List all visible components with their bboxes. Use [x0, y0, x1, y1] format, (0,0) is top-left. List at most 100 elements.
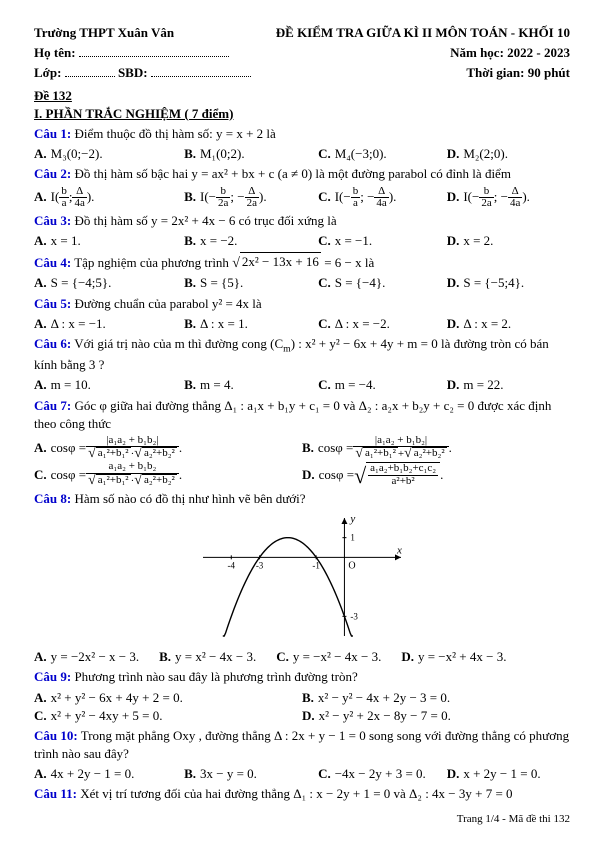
q5-D[interactable]: D.Δ : x = 2. [447, 315, 570, 333]
q5-A[interactable]: A.Δ : x = −1. [34, 315, 184, 333]
svg-text:y: y [349, 513, 355, 525]
sbd-label: SBD: [118, 65, 151, 80]
question-4: Câu 4: Tập nghiệm của phương trình √2x² … [34, 252, 570, 272]
q2-label: Câu 2: [34, 166, 71, 181]
q4-options: A.S = {−4;5}. B.S = {5}. C.S = {−4}. D.S… [34, 274, 570, 292]
q7-options: A. cosφ = |a₁a₂ + b₁b₂|√a₁²+b₁²·√a₂²+b₂²… [34, 435, 570, 488]
q8-chart: -4-3-1-31Oxy [197, 512, 407, 642]
question-1: Câu 1: Điểm thuộc đồ thị hàm số: y = x +… [34, 125, 570, 143]
q9-C[interactable]: C.x² + y² − 4xy + 5 = 0. [34, 707, 302, 725]
q1-text: Điểm thuộc đồ thị hàm số: y = x + 2 là [71, 126, 276, 141]
q2-options: A. I(ba; Δ4a). B. I(−b2a; −Δ2a). C. I(−b… [34, 186, 570, 210]
q3-D[interactable]: D.x = 2. [447, 232, 570, 250]
name-label: Họ tên: [34, 45, 79, 60]
q4-D[interactable]: D.S = {−5;4}. [447, 274, 570, 292]
q11-label: Câu 11: [34, 786, 77, 801]
q9-label: Câu 9: [34, 669, 71, 684]
q7-label: Câu 7: [34, 398, 71, 413]
q1-C[interactable]: C.M₄(−3;0). [318, 145, 447, 163]
question-8: Câu 8: Hàm số nào có đồ thị như hình vẽ … [34, 490, 570, 508]
q4-A[interactable]: A.S = {−4;5}. [34, 274, 184, 292]
q6-C[interactable]: C.m = −4. [318, 376, 447, 394]
q3-text: Đồ thị hàm số y = 2x² + 4x − 6 có trục đ… [71, 213, 336, 228]
school-name: Trường THPT Xuân Vân [34, 24, 270, 42]
q5-C[interactable]: C.Δ : x = −2. [318, 315, 447, 333]
svg-text:-4: -4 [228, 561, 236, 571]
q6-B[interactable]: B.m = 4. [184, 376, 318, 394]
q5-B[interactable]: B.Δ : x = 1. [184, 315, 318, 333]
question-5: Câu 5: Đường chuẩn của parabol y² = 4x l… [34, 295, 570, 313]
q1-A[interactable]: A.M₃(0;−2). [34, 145, 184, 163]
q3-A[interactable]: A.x = 1. [34, 232, 184, 250]
q5-label: Câu 5: [34, 296, 71, 311]
svg-text:O: O [348, 561, 355, 572]
q2-B[interactable]: B. I(−b2a; −Δ2a). [184, 186, 318, 210]
question-11: Câu 11: Xét vị trí tương đối của hai đườ… [34, 785, 570, 803]
q7-B[interactable]: B. cosφ = |a₁a₂ + b₁b₂|√a₁²+b₁²+√a₂²+b₂²… [302, 435, 570, 462]
q9-D[interactable]: D.x² − y² + 2x − 8y − 7 = 0. [302, 707, 570, 725]
q10-A[interactable]: A.4x + 2y − 1 = 0. [34, 765, 184, 783]
exam-code: Đề 132 [34, 87, 570, 105]
class-label: Lớp: [34, 65, 65, 80]
q3-label: Câu 3: [34, 213, 71, 228]
time-label: Thời gian: 90 phút [270, 64, 570, 82]
q7-A[interactable]: A. cosφ = |a₁a₂ + b₁b₂|√a₁²+b₁²·√a₂²+b₂²… [34, 435, 302, 462]
q3-B[interactable]: B.x = −2. [184, 232, 318, 250]
q4-C[interactable]: C.S = {−4}. [318, 274, 447, 292]
page-footer: Trang 1/4 - Mã đề thi 132 [34, 812, 570, 827]
q1-D[interactable]: D.M₂(2;0). [447, 145, 570, 163]
q5-text: Đường chuẩn của parabol y² = 4x là [71, 296, 261, 311]
q3-C[interactable]: C.x = −1. [318, 232, 447, 250]
q4-B[interactable]: B.S = {5}. [184, 274, 318, 292]
question-10: Câu 10: Trong mặt phẳng Oxy , đường thẳn… [34, 727, 570, 763]
q1-B[interactable]: B.M₁(0;2). [184, 145, 318, 163]
q10-text: Trong mặt phẳng Oxy , đường thẳng Δ : 2x… [34, 728, 569, 761]
q6-label: Câu 6: [34, 336, 71, 351]
section-title: I. PHẦN TRẮC NGHIỆM ( 7 điểm) [34, 105, 570, 123]
q8-C[interactable]: C.y = −x² − 4x − 3. [276, 648, 381, 666]
question-6: Câu 6: Với giá trị nào của m thì đường c… [34, 335, 570, 374]
q2-A[interactable]: A. I(ba; Δ4a). [34, 186, 184, 210]
q9-B[interactable]: B.x² − y² − 4x + 2y − 3 = 0. [302, 689, 570, 707]
q4-label: Câu 4: [34, 255, 71, 270]
q7-D[interactable]: D. cosφ = √a₁a₂+b₁b₂+c₁c₂a²+b² . [302, 461, 570, 488]
q2-C[interactable]: C. I(−ba; −Δ4a). [318, 186, 447, 210]
svg-text:1: 1 [350, 533, 355, 543]
q8-label: Câu 8: [34, 491, 71, 506]
q9-text: Phương trình nào sau đây là phương trình… [71, 669, 358, 684]
header: Trường THPT Xuân Vân ĐỀ KIỂM TRA GIỮA KÌ… [34, 24, 570, 83]
q8-text: Hàm số nào có đồ thị như hình vẽ bên dướ… [71, 491, 305, 506]
q8-A[interactable]: A.y = −2x² − x − 3. [34, 648, 139, 666]
q6-A[interactable]: A.m = 10. [34, 376, 184, 394]
q2-D[interactable]: D. I(−b2a; −Δ4a). [447, 186, 570, 210]
year-label: Năm học: 2022 - 2023 [270, 44, 570, 62]
question-7: Câu 7: Góc φ giữa hai đường thẳng Δ₁ : a… [34, 397, 570, 433]
q10-D[interactable]: D.x + 2y − 1 = 0. [447, 765, 570, 783]
q10-B[interactable]: B.3x − y = 0. [184, 765, 318, 783]
q8-options: A.y = −2x² − x − 3. B.y = x² − 4x − 3. C… [34, 648, 570, 666]
q6-options: A.m = 10. B.m = 4. C.m = −4. D.m = 22. [34, 376, 570, 394]
svg-text:x: x [396, 545, 402, 557]
name-field[interactable] [79, 56, 229, 57]
q7-text: Góc φ giữa hai đường thẳng Δ₁ : a₁x + b₁… [34, 398, 551, 431]
sbd-field[interactable] [151, 76, 251, 77]
q10-C[interactable]: C.−4x − 2y + 3 = 0. [318, 765, 447, 783]
q8-D[interactable]: D.y = −x² + 4x − 3. [401, 648, 506, 666]
q5-options: A.Δ : x = −1. B.Δ : x = 1. C.Δ : x = −2.… [34, 315, 570, 333]
q10-label: Câu 10: [34, 728, 78, 743]
question-3: Câu 3: Đồ thị hàm số y = 2x² + 4x − 6 có… [34, 212, 570, 230]
q11-text: Xét vị trí tương đối của hai đường thẳng… [77, 786, 513, 801]
q10-options: A.4x + 2y − 1 = 0. B.3x − y = 0. C.−4x −… [34, 765, 570, 783]
svg-text:-3: -3 [350, 612, 358, 622]
q2-text: Đồ thị hàm số bậc hai y = ax² + bx + c (… [71, 166, 511, 181]
q8-B[interactable]: B.y = x² − 4x − 3. [159, 648, 256, 666]
q7-C[interactable]: C. cosφ = a₁a₂ + b₁b₂√a₁²+b₁²·√a₂²+b₂² . [34, 461, 302, 488]
class-field[interactable] [65, 76, 115, 77]
q3-options: A.x = 1. B.x = −2. C.x = −1. D.x = 2. [34, 232, 570, 250]
question-9: Câu 9: Phương trình nào sau đây là phươn… [34, 668, 570, 686]
q9-A[interactable]: A.x² + y² − 6x + 4y + 2 = 0. [34, 689, 302, 707]
q6-D[interactable]: D.m = 22. [447, 376, 570, 394]
exam-title: ĐỀ KIỂM TRA GIỮA KÌ II MÔN TOÁN - KHỐI 1… [270, 24, 570, 42]
q1-options: A.M₃(0;−2). B.M₁(0;2). C.M₄(−3;0). D.M₂(… [34, 145, 570, 163]
q9-options: A.x² + y² − 6x + 4y + 2 = 0. B.x² − y² −… [34, 689, 570, 725]
